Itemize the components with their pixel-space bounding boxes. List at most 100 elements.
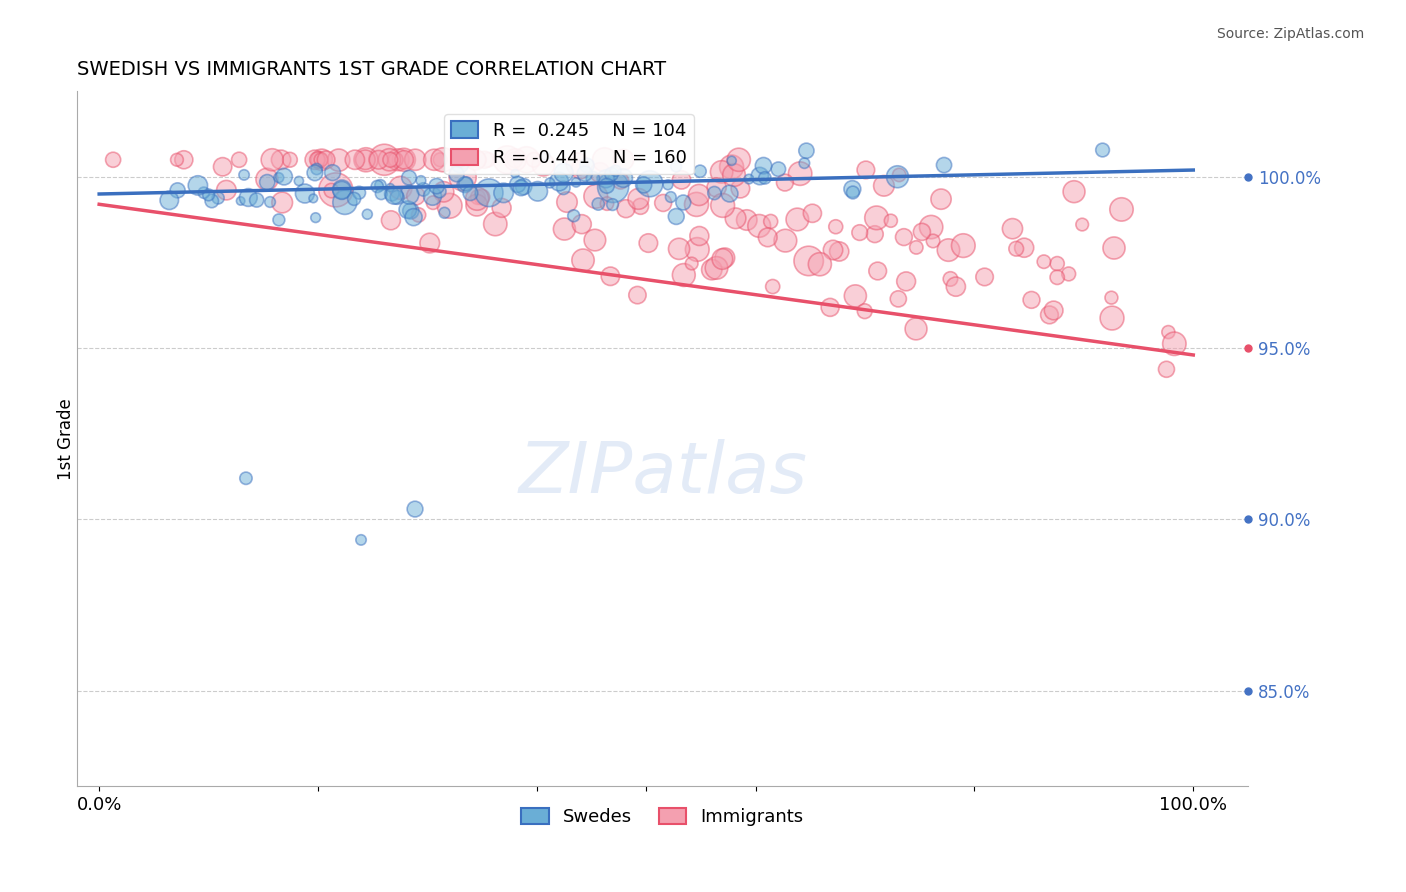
Point [863,227,886,242]
Point [595,171,617,186]
Point [256,172,278,186]
Point [422,189,444,203]
Point [1111,202,1133,217]
Point [454,177,477,191]
Point [724,211,747,226]
Point [759,214,782,228]
Point [886,169,908,184]
Point [464,153,486,167]
Point [333,195,356,210]
Point [422,195,444,210]
Point [865,211,887,225]
Point [378,153,401,167]
Point [496,153,519,167]
Point [347,186,370,200]
Point [321,184,343,198]
Point [1038,308,1060,322]
Point [350,533,373,547]
Point [380,153,402,167]
Point [467,153,489,167]
Point [735,213,758,227]
Point [688,229,710,244]
Text: SWEDISH VS IMMIGRANTS 1ST GRADE CORRELATION CHART: SWEDISH VS IMMIGRANTS 1ST GRADE CORRELAT… [77,60,666,78]
Point [844,289,866,303]
Point [207,191,229,205]
Point [467,190,489,204]
Point [703,186,725,200]
Point [582,171,605,186]
Point [429,184,451,198]
Point [432,153,454,167]
Point [510,181,533,195]
Point [474,153,496,167]
Point [748,219,770,233]
Point [633,178,655,192]
Point [405,189,427,203]
Point [433,206,456,220]
Point [404,153,426,167]
Point [288,174,311,188]
Point [672,268,695,282]
Point [354,153,377,167]
Point [478,186,501,200]
Point [1099,291,1122,305]
Point [382,188,405,202]
Point [1057,267,1080,281]
Point [1042,303,1064,318]
Point [304,166,326,180]
Point [796,144,818,158]
Point [652,196,675,211]
Point [612,171,634,186]
Point [387,153,409,167]
Point [271,195,294,210]
Point [706,180,728,194]
Point [932,158,955,172]
Point [408,208,430,222]
Point [1046,270,1069,285]
Point [706,260,728,275]
Point [553,222,575,236]
Text: ZIPatlas: ZIPatlas [519,439,807,508]
Point [491,201,513,215]
Point [659,190,682,204]
Point [1157,325,1180,339]
Point [330,183,353,197]
Point [555,195,578,210]
Point [614,202,637,216]
Point [526,184,548,198]
Point [484,217,506,231]
Point [433,185,456,199]
Point [938,243,960,257]
Point [929,192,952,206]
Point [748,169,770,183]
Point [593,153,616,167]
Point [672,195,695,210]
Point [439,199,461,213]
Point [627,192,650,206]
Point [215,183,238,197]
Point [569,162,592,177]
Point [322,166,344,180]
Point [775,234,797,248]
Point [920,220,942,235]
Point [793,156,815,170]
Point [451,170,474,185]
Point [841,182,863,196]
Point [330,182,353,196]
Point [688,188,710,202]
Point [565,175,588,189]
Point [1021,293,1043,307]
Point [711,252,734,266]
Point [952,238,974,252]
Point [681,256,703,270]
Point [460,186,482,201]
Point [762,279,785,293]
Point [671,173,693,187]
Point [343,153,366,167]
Point [503,153,526,167]
Point [567,157,589,171]
Point [626,288,648,302]
Point [602,180,624,194]
Point [738,172,761,186]
Point [609,174,631,188]
